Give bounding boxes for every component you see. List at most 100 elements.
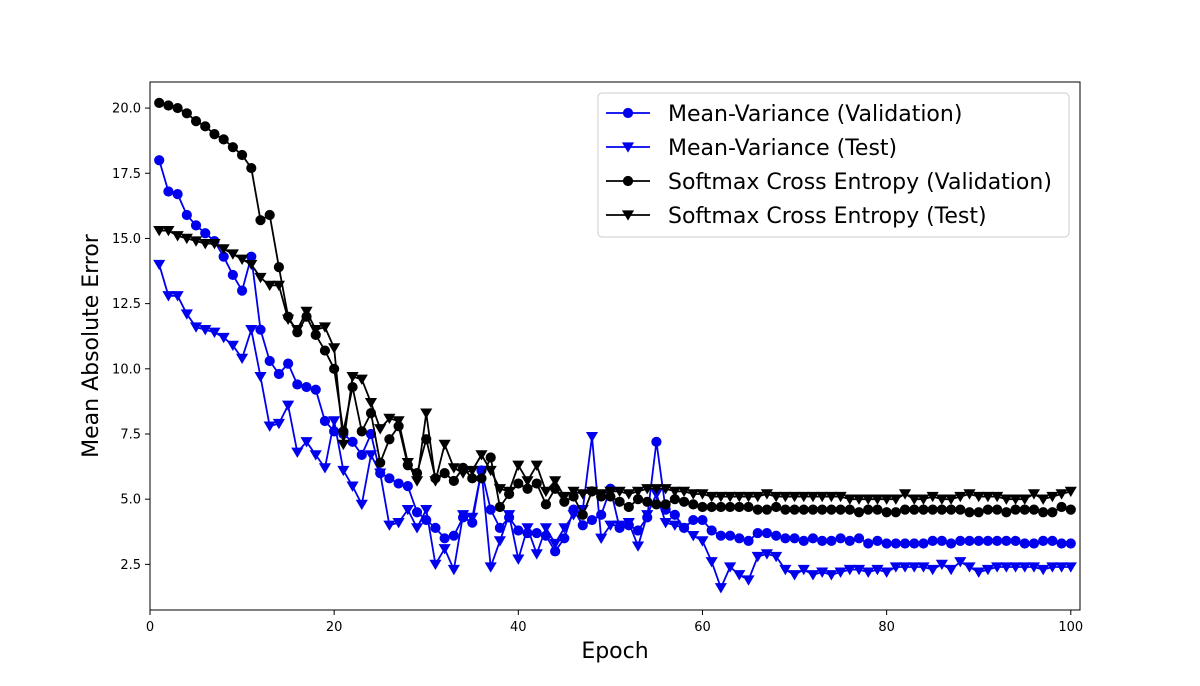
data-point-softmax-cross-entropy-validation	[163, 100, 174, 111]
data-point-softmax-cross-entropy-validation	[531, 478, 542, 489]
data-point-softmax-cross-entropy-validation	[992, 504, 1003, 515]
data-point-mean-variance-validation	[172, 189, 183, 200]
series-line-mean-variance-test	[158, 264, 1071, 589]
data-point-mean-variance-test	[687, 531, 700, 542]
data-point-softmax-cross-entropy-test	[410, 476, 424, 487]
y-tick-label: 7.5	[120, 428, 141, 443]
data-point-softmax-cross-entropy-test	[484, 465, 497, 477]
data-point-softmax-cross-entropy-validation	[1047, 507, 1058, 518]
data-point-softmax-cross-entropy-test	[392, 416, 405, 427]
data-point-softmax-cross-entropy-test	[687, 489, 700, 500]
data-point-mean-variance-validation	[706, 525, 717, 536]
data-point-softmax-cross-entropy-validation	[706, 501, 717, 513]
data-point-mean-variance-validation	[807, 533, 819, 544]
data-point-softmax-cross-entropy-test	[355, 374, 368, 385]
data-point-mean-variance-validation	[163, 186, 174, 197]
data-point-mean-variance-test	[420, 504, 433, 516]
y-axis-title: Mean Absolute Error	[79, 233, 104, 458]
data-point-mean-variance-test	[1055, 562, 1068, 573]
data-point-softmax-cross-entropy-test	[171, 231, 184, 242]
data-point-softmax-cross-entropy-validation	[817, 504, 828, 515]
data-point-softmax-cross-entropy-test	[714, 491, 727, 503]
data-point-mean-variance-validation	[826, 535, 837, 547]
data-point-softmax-cross-entropy-validation	[955, 504, 966, 515]
data-point-softmax-cross-entropy-test	[374, 424, 387, 435]
data-point-mean-variance-validation	[973, 535, 984, 547]
data-point-mean-variance-validation	[236, 285, 248, 296]
data-point-softmax-cross-entropy-validation	[172, 102, 183, 114]
data-point-mean-variance-validation	[697, 514, 708, 526]
data-point-mean-variance-validation	[780, 533, 791, 544]
data-point-mean-variance-validation	[771, 530, 782, 541]
data-point-mean-variance-validation	[227, 269, 238, 281]
data-point-softmax-cross-entropy-test	[622, 489, 635, 500]
data-point-softmax-cross-entropy-validation	[863, 504, 874, 515]
data-point-softmax-cross-entropy-test	[742, 491, 755, 503]
data-point-softmax-cross-entropy-validation	[319, 345, 331, 356]
data-point-softmax-cross-entropy-test	[263, 280, 276, 292]
data-point-mean-variance-test	[889, 562, 902, 573]
data-point-softmax-cross-entropy-validation	[807, 504, 819, 515]
data-point-mean-variance-test	[696, 536, 709, 547]
data-point-mean-variance-validation	[586, 514, 598, 526]
data-point-mean-variance-test	[797, 564, 810, 576]
data-point-mean-variance-test	[760, 549, 774, 560]
data-point-softmax-cross-entropy-validation	[513, 478, 524, 489]
legend-swatch-marker	[621, 210, 635, 221]
data-point-softmax-cross-entropy-test	[558, 491, 571, 503]
data-point-softmax-cross-entropy-validation	[678, 496, 690, 507]
data-point-softmax-cross-entropy-validation	[651, 499, 662, 510]
data-point-mean-variance-test	[705, 557, 718, 568]
data-point-mean-variance-validation	[430, 522, 441, 533]
data-point-softmax-cross-entropy-test	[337, 439, 350, 451]
data-point-mean-variance-test	[263, 421, 276, 432]
data-point-mean-variance-test	[346, 481, 359, 492]
data-point-mean-variance-validation	[992, 535, 1003, 547]
data-point-mean-variance-test	[226, 340, 239, 352]
data-point-mean-variance-validation	[283, 358, 294, 369]
data-point-mean-variance-validation	[292, 379, 303, 390]
data-point-softmax-cross-entropy-test	[834, 491, 847, 503]
data-point-mean-variance-validation	[1010, 535, 1021, 547]
y-tick-label: 12.5	[112, 297, 141, 312]
data-point-softmax-cross-entropy-test	[383, 413, 396, 425]
data-point-mean-variance-test	[908, 562, 921, 573]
data-point-softmax-cross-entropy-test	[779, 491, 792, 503]
data-point-softmax-cross-entropy-validation	[964, 507, 975, 518]
data-point-mean-variance-test	[1018, 562, 1031, 573]
data-point-softmax-cross-entropy-test	[530, 460, 543, 471]
data-point-mean-variance-test	[816, 567, 829, 578]
data-point-softmax-cross-entropy-validation	[688, 499, 699, 510]
data-point-softmax-cross-entropy-validation	[421, 434, 432, 445]
data-point-softmax-cross-entropy-test	[613, 486, 626, 498]
data-point-softmax-cross-entropy-validation	[227, 142, 238, 153]
data-point-mean-variance-validation	[559, 533, 570, 544]
data-point-softmax-cross-entropy-test	[595, 489, 608, 500]
data-point-softmax-cross-entropy-validation	[936, 504, 947, 515]
data-point-mean-variance-validation	[1038, 535, 1049, 547]
data-point-softmax-cross-entropy-test	[512, 460, 525, 471]
data-point-softmax-cross-entropy-test	[549, 476, 562, 487]
data-point-mean-variance-test	[834, 567, 847, 578]
data-point-softmax-cross-entropy-test	[825, 491, 838, 503]
data-point-mean-variance-validation	[264, 355, 275, 367]
data-point-mean-variance-test	[724, 562, 737, 573]
data-point-mean-variance-test	[503, 510, 516, 521]
data-point-mean-variance-test	[677, 523, 691, 534]
data-point-softmax-cross-entropy-test	[677, 486, 691, 498]
data-point-mean-variance-validation	[1019, 538, 1030, 549]
data-point-softmax-cross-entropy-test	[926, 491, 939, 503]
data-point-softmax-cross-entropy-test	[770, 491, 783, 503]
x-tick-label: 40	[510, 620, 527, 635]
data-point-mean-variance-test	[208, 327, 221, 338]
data-point-mean-variance-validation	[964, 535, 975, 547]
legend-label: Mean-Variance (Validation)	[668, 102, 962, 127]
y-tick-label: 10.0	[112, 362, 141, 377]
legend-item-mean-variance-test: Mean-Variance (Test)	[606, 136, 897, 161]
data-point-mean-variance-validation	[310, 384, 321, 395]
data-point-softmax-cross-entropy-validation	[154, 97, 165, 108]
data-point-softmax-cross-entropy-validation	[347, 381, 358, 393]
data-point-softmax-cross-entropy-test	[733, 491, 746, 503]
data-point-mean-variance-test	[770, 551, 783, 563]
